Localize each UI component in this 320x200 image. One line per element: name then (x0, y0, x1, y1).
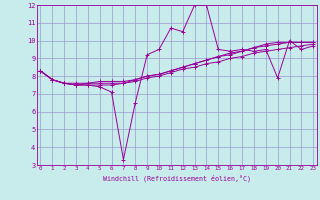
X-axis label: Windchill (Refroidissement éolien,°C): Windchill (Refroidissement éolien,°C) (103, 174, 251, 182)
